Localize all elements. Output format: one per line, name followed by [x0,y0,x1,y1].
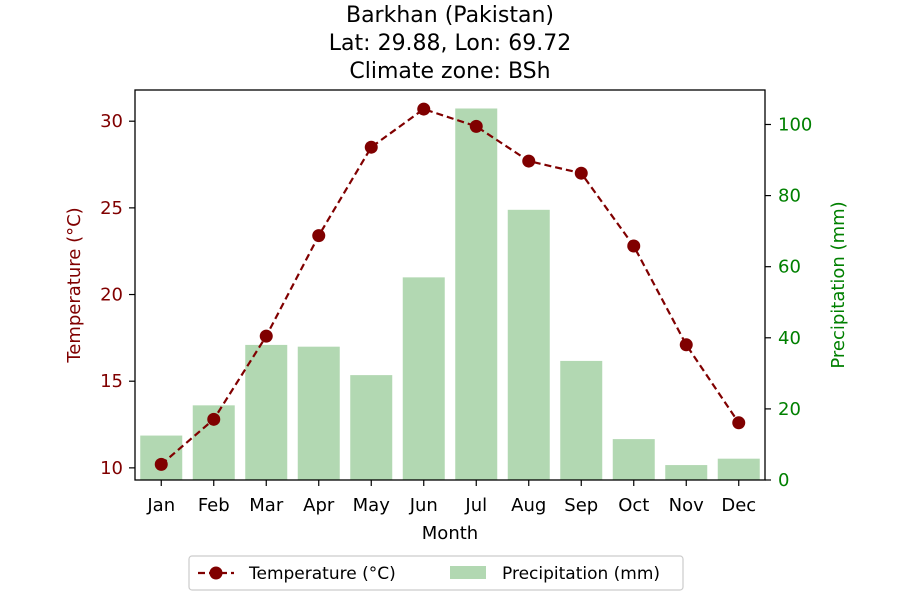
precipitation-bar [560,360,603,480]
precipitation-bar [402,277,445,480]
precipitation-bar [297,346,340,480]
temperature-point [574,166,588,180]
precipitation-bar [665,465,708,480]
temperature-point [207,412,221,426]
legend-precipitation-swatch [450,566,486,579]
temperature-tick-label: 30 [100,111,123,132]
temperature-tick-label: 15 [100,371,123,392]
precipitation-axis-label: Precipitation (mm) [828,201,849,368]
month-tick-label: Mar [249,495,284,516]
legend-temperature-label: Temperature (°C) [248,564,396,584]
precipitation-bar [455,108,498,480]
temperature-axis-label: Temperature (°C) [64,207,85,363]
precipitation-bar [245,344,288,480]
precipitation-tick-label: 0 [778,470,789,491]
month-tick-label: Feb [198,495,230,516]
temperature-point [312,229,326,243]
temperature-tick-label: 10 [100,458,123,479]
legend-precipitation-label: Precipitation (mm) [502,564,660,584]
month-tick-label: Dec [721,495,756,516]
temperature-point [469,119,483,133]
precipitation-bar [612,439,655,480]
title-line: Barkhan (Pakistan) [346,3,554,28]
month-tick-label: Apr [303,495,335,516]
temperature-point [259,329,273,343]
temperature-series-line [160,107,740,466]
title-line: Lat: 29.88, Lon: 69.72 [329,31,571,56]
precipitation-tick-label: 40 [778,328,801,349]
temperature-tick-label: 25 [100,198,123,219]
precipitation-tick-label: 80 [778,186,801,207]
temperature-point [417,102,431,116]
month-tick-label: Jul [464,495,487,516]
precipitation-bar [140,435,183,480]
legend-box [188,555,684,591]
temperature-axis: 10 15 20 25 30 [100,111,135,479]
chart-title: Barkhan (Pakistan) Lat: 29.88, Lon: 69.72… [329,3,571,84]
precipitation-bar [507,209,550,480]
legend-temperature-marker [209,566,223,580]
x-axis-label: Month [422,523,478,544]
temperature-point [522,154,536,168]
precipitation-tick-label: 20 [778,399,801,420]
temperature-tick-label: 20 [100,285,123,306]
temperature-point [732,416,746,430]
title-line: Climate zone: BSh [349,59,550,84]
precipitation-tick-label: 100 [778,114,812,135]
month-axis: Jan Feb Mar Apr May Jun Jul Aug Sep Oct Nov Dec [146,480,756,516]
temperature-point [627,239,641,253]
precipitation-bar [717,458,760,480]
month-tick-label: Oct [618,495,649,516]
month-tick-label: Jan [146,495,175,516]
precipitation-bars [140,108,760,480]
precipitation-tick-label: 60 [778,257,801,278]
month-tick-label: Sep [564,495,598,516]
precipitation-bar [350,375,393,480]
temperature-point [364,140,378,154]
month-tick-label: Nov [669,495,704,516]
temperature-line [154,102,746,471]
plot-frame [134,89,766,481]
temperature-point [154,457,168,471]
month-tick-label: Aug [511,495,546,516]
month-tick-label: Jun [409,495,438,516]
legend: Temperature (°C) Precipitation (mm) [188,555,684,591]
month-tick-label: May [353,495,391,516]
precipitation-axis: 0 20 40 60 80 100 [765,114,812,491]
temperature-point [679,338,693,352]
